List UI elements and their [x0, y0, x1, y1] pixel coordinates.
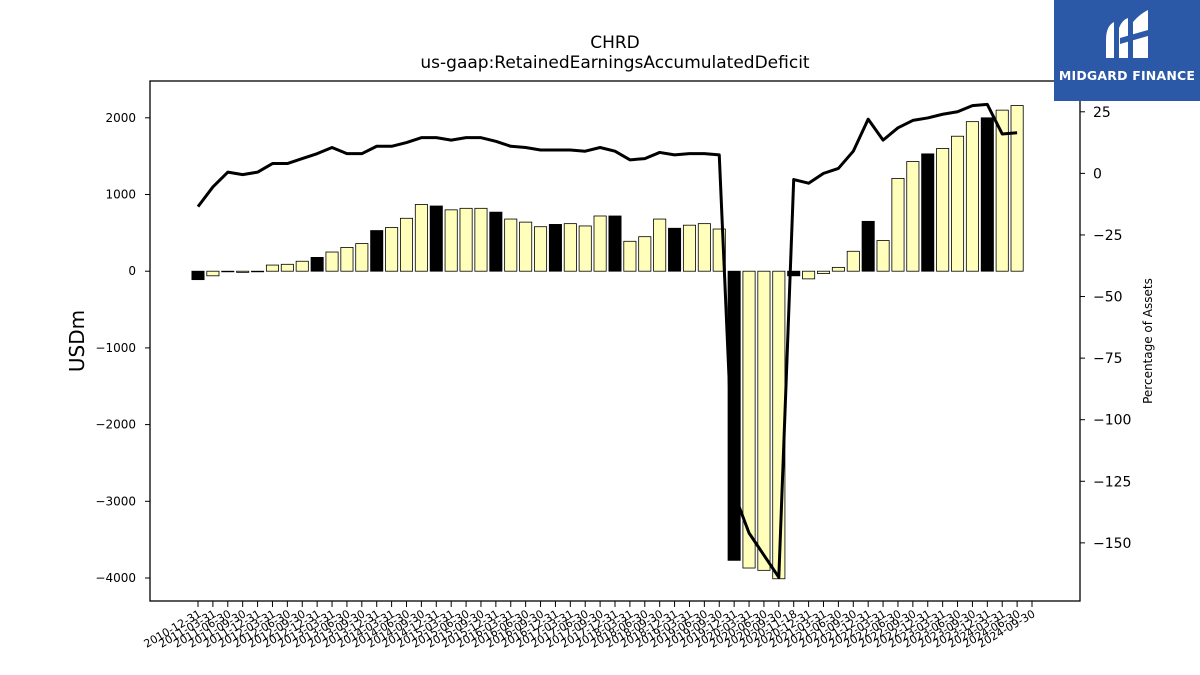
- bar-2023-12-31: [980, 117, 994, 272]
- bar-2012-12-31: [310, 256, 324, 272]
- bar-2018-03-31: [623, 240, 637, 272]
- bar-2021-12-31: [861, 220, 875, 272]
- bar-2017-03-31: [563, 223, 577, 272]
- bar-2011-03-31: [206, 270, 220, 277]
- right-tick-label: 0: [1093, 166, 1102, 182]
- left-tick-label: 0: [128, 264, 136, 278]
- bar-2023-06-30: [951, 135, 965, 272]
- bar-2016-06-30: [519, 221, 533, 272]
- bar-2016-03-31: [504, 218, 518, 272]
- bar-2024-03-31: [995, 109, 1009, 272]
- bar-2021-09-30: [846, 250, 860, 272]
- brand-name: MIDGARD FINANCE: [1058, 68, 1196, 83]
- left-tick-label: −1000: [95, 341, 136, 355]
- bar-2014-06-30: [399, 217, 414, 272]
- bar-2024-06-30: [1010, 105, 1024, 272]
- bar-2011-12-31: [251, 270, 265, 273]
- bar-2018-12-31: [668, 227, 682, 272]
- right-tick-label: −125: [1093, 474, 1131, 490]
- bar-2020-11-18: [787, 270, 801, 277]
- bar-2022-09-30: [906, 161, 920, 272]
- bar-2013-12-31: [370, 230, 384, 272]
- y-axis-label-right: Percentage of Assets: [1141, 278, 1155, 404]
- right-tick-label: −100: [1093, 413, 1131, 429]
- bar-2015-12-31: [489, 211, 503, 272]
- bar-2022-06-30: [891, 177, 905, 272]
- percentage-of-assets-line: [196, 102, 1018, 579]
- bar-2018-06-30: [638, 236, 652, 272]
- right-tick-label: −25: [1093, 228, 1123, 244]
- bar-2017-06-30: [578, 225, 592, 272]
- left-tick-label: −3000: [95, 494, 136, 508]
- bar-2012-06-30: [280, 263, 294, 272]
- bar-2022-03-31: [876, 240, 890, 272]
- bar-2013-09-30: [355, 243, 369, 272]
- left-tick-label: −2000: [95, 418, 136, 432]
- bar-2021-06-30: [831, 266, 845, 272]
- x-axis: 2010-12-312011-03-312011-06-302011-09-30…: [142, 601, 1038, 651]
- chart-title: CHRD: [590, 33, 640, 53]
- bar-2020-12-31: [802, 270, 816, 280]
- left-axis: 2000 1000 0 −1000 −2000 −3000 −4000: [95, 111, 150, 585]
- bar-series: [191, 105, 1024, 580]
- bar-2011-09-30: [236, 270, 250, 273]
- bar-2016-12-31: [548, 224, 562, 272]
- left-tick-label: −4000: [95, 571, 136, 585]
- bar-2012-03-31: [265, 264, 279, 272]
- left-tick-label: 1000: [105, 188, 136, 202]
- bar-2019-12-31: [727, 270, 741, 561]
- bar-2022-12-31: [921, 153, 935, 272]
- bar-2015-03-31: [444, 209, 458, 272]
- bar-2019-03-31: [682, 224, 696, 272]
- bar-2014-12-31: [429, 205, 443, 272]
- right-tick-label: −75: [1093, 351, 1123, 367]
- y-axis-label-left: USDm: [65, 310, 89, 372]
- bar-2023-09-30: [965, 121, 979, 272]
- right-tick-label: −150: [1093, 536, 1131, 552]
- bar-2014-03-31: [385, 227, 399, 272]
- bar-2011-06-30: [221, 270, 235, 273]
- logo-mark-icon: [1106, 10, 1148, 58]
- line-series-group: [196, 102, 1018, 579]
- bar-2017-09-30: [593, 215, 607, 272]
- bar-2020-03-31: [742, 270, 756, 569]
- bar-2016-09-30: [534, 226, 548, 272]
- bar-2015-09-30: [474, 207, 488, 272]
- bar-2010-12-31: [191, 270, 205, 281]
- bar-2012-09-30: [295, 260, 309, 272]
- right-tick-label: −50: [1093, 290, 1123, 306]
- bar-2019-06-30: [697, 223, 711, 272]
- right-tick-label: 25: [1093, 105, 1111, 121]
- bar-2013-06-30: [340, 247, 354, 272]
- left-tick-label: 2000: [105, 111, 136, 125]
- bar-2013-03-31: [325, 251, 339, 272]
- bar-2018-09-30: [653, 218, 667, 272]
- bar-2023-03-31: [936, 148, 950, 272]
- brand-logo: MIDGARD FINANCE: [1054, 0, 1200, 101]
- bar-2017-12-31: [608, 215, 622, 272]
- chart-subtitle: us-gaap:RetainedEarningsAccumulatedDefic…: [420, 53, 810, 73]
- bar-2021-03-31: [816, 270, 831, 274]
- right-axis: 25 0 −25 −50 −75 −100 −125 −150: [1080, 105, 1131, 552]
- bar-2015-06-30: [459, 207, 473, 272]
- bar-2020-06-30: [757, 270, 771, 571]
- bar-2014-09-30: [414, 204, 428, 272]
